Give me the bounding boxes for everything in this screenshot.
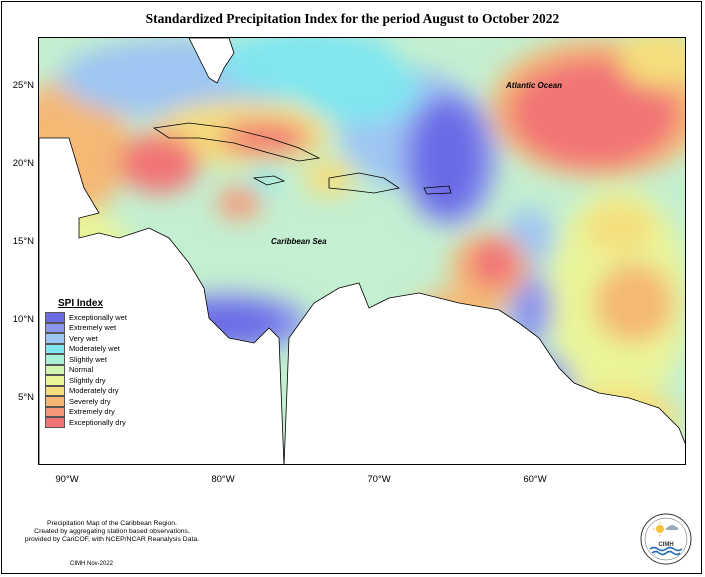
legend-label: Moderately wet (69, 344, 120, 354)
label-caribbean-sea: Caribbean Sea (271, 237, 327, 246)
spi-map-canvas (39, 38, 685, 464)
credits-date: CIMH Nov-2022 (70, 561, 114, 567)
credits-line-3: provided by CariCOF, with NCEP/NCAR Rean… (24, 536, 200, 543)
lon-label-70w: 70°W (367, 474, 391, 485)
lat-label-10n: 10°N (12, 314, 34, 325)
spi-map[interactable] (38, 37, 686, 465)
cimh-logo: CIMH (640, 513, 692, 565)
legend-swatch (45, 385, 65, 396)
lat-label-20n: 20°N (12, 158, 34, 169)
legend-label: Extremely dry (69, 407, 115, 417)
lon-label-80w: 80°W (211, 474, 235, 485)
map-credits: Precipitation Map of the Caribbean Regio… (22, 520, 202, 544)
legend-label: Severely dry (69, 396, 111, 406)
map-title: Standardized Precipitation Index for the… (145, 11, 560, 26)
legend-swatch (45, 322, 65, 333)
legend-title: SPI Index (58, 298, 104, 309)
legend-label: Normal (69, 365, 94, 375)
lat-label-25n: 25°N (12, 80, 34, 91)
legend-row: Exceptionally wet (45, 312, 164, 323)
lon-label-90w: 90°W (55, 474, 79, 485)
legend-label: Slightly dry (69, 375, 106, 385)
legend-row: Normal (45, 364, 164, 375)
legend-swatch (45, 354, 65, 365)
legend-label: Very wet (69, 333, 98, 343)
sun-and-waves-icon: CIMH (640, 513, 692, 565)
legend-label: Exceptionally wet (69, 312, 127, 322)
legend-row: Slightly dry (45, 375, 164, 386)
legend-label: Exceptionally dry (69, 417, 126, 427)
legend-swatch (45, 343, 65, 354)
legend-label: Moderately dry (69, 386, 119, 396)
lat-label-15n: 15°N (12, 236, 34, 247)
credits-line-2: Created by aggregating station based obs… (34, 528, 190, 535)
legend-row: Severely dry (45, 396, 164, 407)
logo-text: CIMH (658, 542, 673, 548)
legend-swatch (45, 333, 65, 344)
spi-legend: SPI Index Exceptionally wet Extremely wet… (42, 298, 164, 438)
legend-row: Very wet (45, 333, 164, 344)
legend-row: Slightly wet (45, 354, 164, 365)
legend-swatch (45, 364, 65, 375)
legend-swatch (45, 312, 65, 323)
legend-swatch (45, 396, 65, 407)
legend-row: Extremely dry (45, 406, 164, 417)
lat-label-5n: 5°N (18, 392, 34, 403)
legend-swatch (45, 417, 65, 428)
legend-swatch (45, 375, 65, 386)
legend-label: Extremely wet (69, 323, 117, 333)
legend-row: Moderately wet (45, 343, 164, 354)
lon-label-60w: 60°W (523, 474, 547, 485)
credits-line-1: Precipitation Map of the Caribbean Regio… (47, 520, 177, 527)
legend-row: Extremely wet (45, 322, 164, 333)
label-atlantic-ocean: Atlantic Ocean (506, 81, 563, 90)
legend-swatch (45, 406, 65, 417)
legend-row: Moderately dry (45, 385, 164, 396)
legend-label: Slightly wet (69, 354, 107, 364)
legend-row: Exceptionally dry (45, 417, 164, 428)
